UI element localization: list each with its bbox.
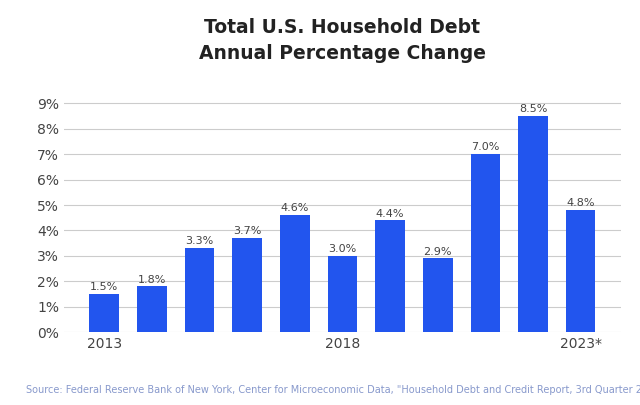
Bar bbox=[328, 256, 357, 332]
Bar bbox=[423, 258, 452, 332]
Bar bbox=[470, 154, 500, 332]
Bar bbox=[137, 286, 166, 332]
Text: 1.8%: 1.8% bbox=[138, 275, 166, 285]
Text: Source: Federal Reserve Bank of New York, Center for Microeconomic Data, "Househ: Source: Federal Reserve Bank of New York… bbox=[26, 385, 640, 395]
Bar bbox=[518, 116, 548, 332]
Bar bbox=[232, 238, 262, 332]
Text: 3.7%: 3.7% bbox=[233, 226, 261, 236]
Text: 7.0%: 7.0% bbox=[471, 143, 500, 152]
Text: 3.0%: 3.0% bbox=[328, 244, 356, 254]
Bar bbox=[90, 294, 119, 332]
Bar bbox=[375, 220, 405, 332]
Title: Total U.S. Household Debt
Annual Percentage Change: Total U.S. Household Debt Annual Percent… bbox=[199, 18, 486, 63]
Text: 8.5%: 8.5% bbox=[519, 104, 547, 114]
Bar bbox=[184, 248, 214, 332]
Text: 2.9%: 2.9% bbox=[424, 247, 452, 257]
Text: 3.3%: 3.3% bbox=[186, 237, 214, 247]
Bar bbox=[280, 215, 310, 332]
Text: 4.8%: 4.8% bbox=[566, 198, 595, 208]
Text: 4.6%: 4.6% bbox=[280, 203, 309, 213]
Text: 4.4%: 4.4% bbox=[376, 209, 404, 219]
Text: 1.5%: 1.5% bbox=[90, 282, 118, 292]
Bar bbox=[566, 210, 595, 332]
